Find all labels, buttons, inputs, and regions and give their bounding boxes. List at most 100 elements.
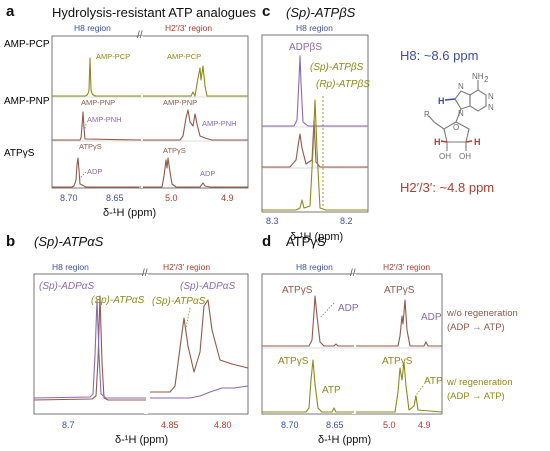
peak-label: AMP-PNH: [87, 115, 122, 124]
region-label: H2′/3′ region: [383, 262, 430, 272]
panel-d-label: d: [262, 233, 271, 250]
tick-label: 8.2: [340, 216, 353, 226]
h23-shift-label: H2′/3′: ~4.8 ppm: [400, 180, 494, 195]
tick-label: 8.65: [106, 193, 124, 203]
peak-label: ADP: [87, 167, 102, 176]
tick-label: 8.3: [266, 216, 279, 226]
spectrum: [150, 299, 249, 393]
svg-text:2: 2: [484, 75, 489, 84]
region-label: H8 region: [52, 262, 89, 272]
h8-shift-label: H8: ~8.6 ppm: [400, 48, 478, 63]
tick-label: 5.0: [165, 193, 178, 203]
svg-text:R: R: [424, 110, 430, 119]
svg-text://: //: [142, 268, 148, 279]
peak-label: AMP-PNP: [81, 98, 115, 107]
svg-text:N: N: [458, 82, 464, 91]
spectrum: [33, 295, 146, 401]
region-label: H8 region: [74, 23, 111, 33]
region-label: H8 region: [296, 23, 333, 33]
peak-label: ADP: [200, 169, 215, 178]
peak-label: ADP: [421, 312, 442, 323]
spectrum: [150, 385, 249, 399]
peak-label: ADP: [338, 303, 359, 314]
peak-label: ATPγS: [163, 146, 186, 155]
svg-text://: //: [350, 268, 356, 279]
panel-c-frame: [261, 34, 369, 213]
peak-label: (Sp)-ADPαS: [180, 281, 235, 292]
tick-label: 4.9: [418, 420, 431, 430]
peak-label: AMP-PCP: [96, 52, 130, 61]
spectrum: [143, 65, 248, 97]
x-axis-label: δ-¹H (ppm): [318, 434, 371, 446]
spectrum: [262, 359, 354, 413]
peak-label: AMP-PCP: [167, 52, 201, 61]
x-axis-label: δ-¹H (ppm): [103, 207, 156, 219]
spectrum: [356, 361, 443, 413]
peak-label: ADPβS: [289, 42, 322, 53]
region-label: H8 region: [296, 262, 333, 272]
x-axis-label: δ-¹H (ppm): [115, 434, 168, 446]
peak-label: (Sp)-ADPαS: [39, 281, 94, 292]
panel-a-title: Hydrolysis-resistant ATP analogues: [52, 5, 257, 20]
peak-label: (Rp)-ATPβS: [316, 79, 370, 90]
spectrum: [52, 111, 142, 141]
panel-a: a Hydrolysis-resistant ATP analogues AMP…: [4, 3, 257, 219]
peak-label: ATPγS: [384, 285, 415, 296]
peak-label: ATP: [424, 376, 443, 387]
panel-b-label: b: [6, 233, 15, 250]
panel-c: c (Sp)-ATPβS H8 region ADPβS (Sp)-ATPβS …: [261, 3, 494, 243]
svg-text:N: N: [458, 109, 464, 118]
tick-label: 8.70: [281, 420, 299, 430]
svg-text:OH: OH: [459, 152, 471, 161]
legend-without-regeneration: w/o regeneration: [446, 308, 518, 319]
spectrum: [262, 295, 354, 347]
tick-label: 8.70: [60, 193, 78, 203]
panel-b: b (Sp)-ATPαS H8 region H2′/3′ region // …: [6, 233, 249, 446]
spectrum: [356, 299, 442, 347]
tick-label: 4.85: [161, 420, 179, 430]
legend-with-regeneration-sub: (ADP → ATP): [447, 391, 505, 402]
peak-label: (Sp)-ATPαS: [152, 296, 206, 307]
panel-d: d ATPγS H8 region H2′/3′ region // ATPγS…: [261, 233, 518, 446]
peak-label: ATP: [322, 385, 341, 396]
tick-label: 8.7: [62, 420, 75, 430]
panel-c-title: (Sp)-ATPβS: [286, 5, 356, 20]
peak-label: ATPγS: [382, 356, 413, 367]
svg-text:NH: NH: [472, 72, 484, 81]
svg-text:N: N: [488, 92, 494, 101]
spectrum: [143, 157, 248, 188]
panel-d-title: ATPγS: [286, 234, 326, 249]
spectrum: [52, 57, 141, 97]
tick-label: 8.65: [326, 420, 344, 430]
peak-label: ATPγS: [282, 285, 313, 296]
svg-text:H: H: [438, 96, 445, 106]
panel-a-frame: [51, 35, 249, 189]
peak-label: (Sp)-ATPβS: [310, 62, 364, 73]
svg-text:H: H: [434, 137, 441, 147]
spectrum: [143, 109, 248, 141]
peak-label: AMP-PNH: [202, 119, 237, 128]
row-label-atpgs: ATPγS: [4, 148, 35, 159]
tick-label: 4.80: [214, 420, 232, 430]
spectrum: [262, 119, 368, 168]
svg-text:OH: OH: [439, 152, 451, 161]
panel-b-frame: [33, 273, 249, 415]
svg-text://: //: [137, 30, 143, 41]
panel-b-title: (Sp)-ATPαS: [34, 234, 104, 249]
row-label-amp-pcp: AMP-PCP: [4, 39, 50, 50]
panel-c-label: c: [262, 3, 270, 20]
x-axis-label: δ-¹H (ppm): [290, 231, 343, 243]
panel-a-label: a: [6, 3, 15, 20]
spectrum: [262, 55, 368, 127]
peak-label: (Sp)-ATPαS: [91, 295, 145, 306]
tick-label: 5.0: [383, 420, 396, 430]
svg-text:O: O: [453, 123, 459, 132]
spectrum: [262, 99, 368, 211]
peak-label: ATPγS: [79, 142, 102, 151]
region-label: H2′/3′ region: [163, 262, 210, 272]
peak-label: AMP-PNP: [163, 98, 197, 107]
legend-without-regeneration-sub: (ADP → ATP): [447, 322, 505, 333]
peak-label: ATPγS: [278, 356, 309, 367]
row-label-amp-pnp: AMP-PNP: [4, 96, 50, 107]
